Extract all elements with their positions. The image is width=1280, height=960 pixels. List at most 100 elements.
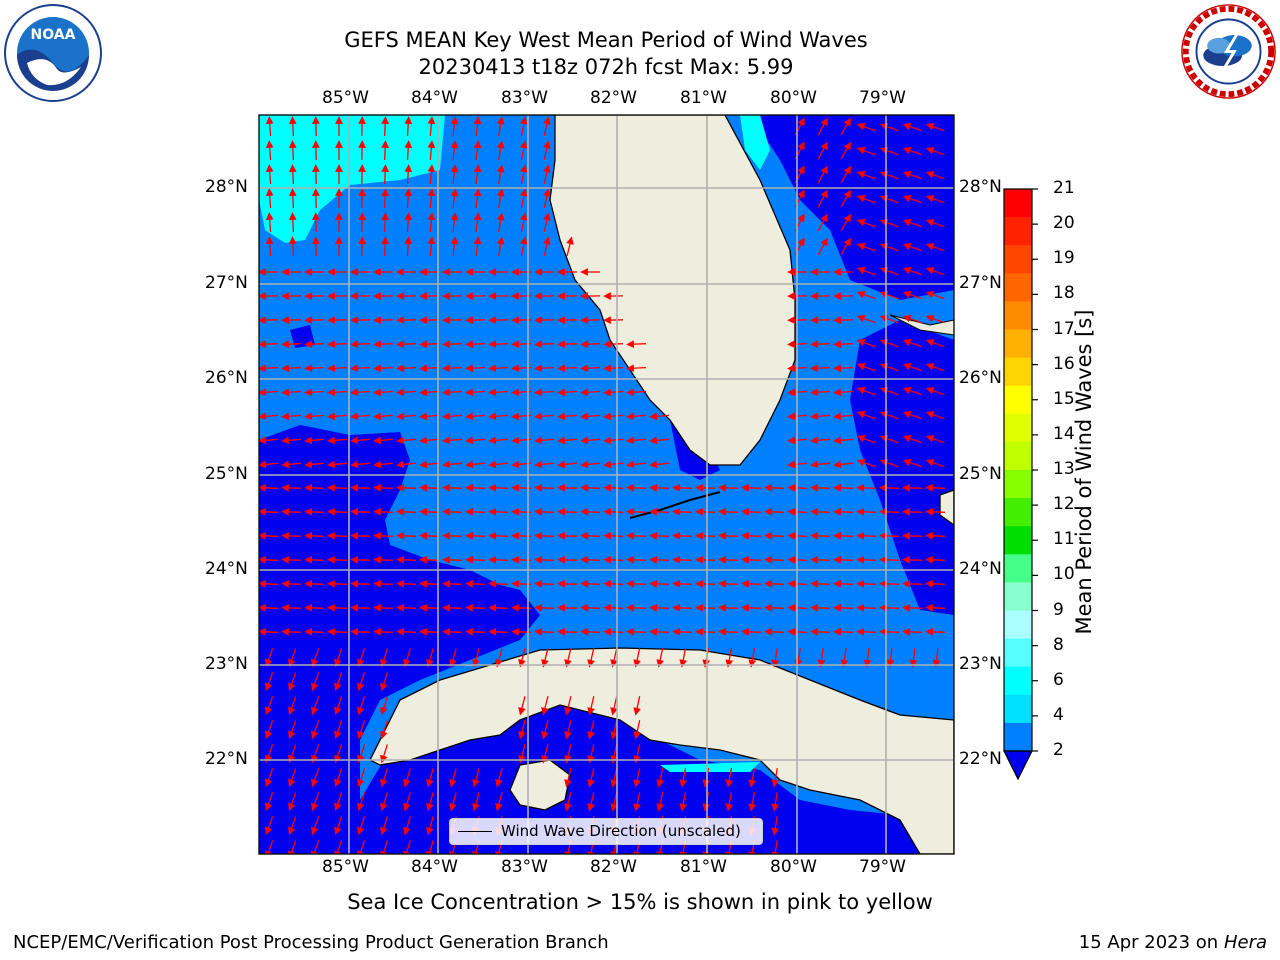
wind-wave-arrow <box>304 603 325 612</box>
colorbar-tick-label: 19 <box>1053 248 1075 269</box>
wind-wave-arrow <box>357 768 366 788</box>
wind-wave-arrow <box>472 768 480 788</box>
lat-label: 23°N <box>959 654 1002 674</box>
wind-wave-arrow <box>856 531 877 540</box>
wind-wave-arrow <box>396 436 417 445</box>
wind-wave-arrow <box>764 507 785 516</box>
wind-wave-arrow <box>334 648 343 668</box>
wind-wave-arrow <box>557 627 578 636</box>
wind-wave-arrow <box>649 436 670 445</box>
wind-wave-arrow <box>403 840 411 854</box>
wind-wave-arrow <box>833 412 854 421</box>
lon-label: 84°W <box>411 88 458 108</box>
lat-label: 25°N <box>205 464 248 484</box>
wind-wave-arrow <box>265 188 274 209</box>
wind-wave-arrow <box>465 603 486 612</box>
wind-wave-arrow <box>465 460 486 469</box>
wind-wave-arrow <box>543 212 551 232</box>
wind-wave-arrow <box>403 648 411 668</box>
colorbar-tick-label: 4 <box>1053 704 1064 725</box>
wind-wave-arrow <box>465 627 486 636</box>
wind-wave-arrow <box>902 290 922 300</box>
wind-wave-arrow <box>557 412 578 421</box>
wind-wave-arrow <box>419 460 440 469</box>
wind-wave-arrow <box>404 212 413 233</box>
wind-wave-arrow <box>519 164 528 185</box>
wind-wave-arrow <box>725 647 734 668</box>
wind-wave-arrow <box>909 648 918 668</box>
wind-wave-arrow <box>450 188 459 208</box>
colorbar-cell <box>1004 722 1032 752</box>
wind-wave-arrow <box>679 768 688 788</box>
wind-wave-arrow <box>856 290 876 300</box>
wind-wave-arrows <box>259 116 946 854</box>
wind-wave-arrow <box>327 388 348 397</box>
colorbar-cell <box>1004 385 1032 415</box>
wind-wave-arrow <box>281 340 302 349</box>
wind-wave-arrow <box>396 340 417 349</box>
colorbar-cell <box>1004 301 1032 330</box>
wind-wave-arrow <box>810 412 831 421</box>
wind-wave-arrow <box>587 696 595 716</box>
wind-wave-arrow <box>787 364 808 373</box>
wind-wave-arrow <box>925 194 945 204</box>
gridlines <box>259 115 954 854</box>
wind-wave-arrow <box>656 768 664 788</box>
wind-wave-arrow <box>580 388 601 397</box>
wind-wave-arrow <box>656 648 664 668</box>
wind-wave-arrow <box>357 744 366 764</box>
wind-wave-arrow <box>259 579 279 588</box>
wind-wave-arrow <box>488 436 509 445</box>
wind-wave-arrow <box>603 364 624 373</box>
wind-wave-arrow <box>932 648 941 668</box>
wind-wave-arrow <box>404 164 413 185</box>
wind-wave-arrow <box>288 164 297 185</box>
wind-wave-arrow <box>902 338 922 348</box>
wind-wave-arrow <box>587 720 595 740</box>
credit-left: NCEP/EMC/Verification Post Processing Pr… <box>13 932 609 953</box>
wind-wave-arrow <box>718 627 739 636</box>
wind-wave-arrow <box>787 460 808 469</box>
wind-wave-arrow <box>902 386 922 396</box>
wind-wave-arrow <box>465 507 486 516</box>
wind-wave-arrow <box>564 696 572 716</box>
wind-wave-arrow <box>534 555 555 564</box>
lon-label: 82°W <box>590 857 637 877</box>
wind-wave-arrow <box>840 648 849 668</box>
wind-wave-arrow <box>833 388 854 397</box>
colorbar-cell <box>1004 413 1032 443</box>
wind-wave-arrow <box>856 579 877 588</box>
wind-wave-arrow <box>304 627 325 636</box>
wind-wave-arrow <box>787 436 808 445</box>
colorbar-cell <box>1004 217 1032 246</box>
wind-wave-arrow <box>419 436 440 445</box>
wind-wave-arrow <box>902 362 922 372</box>
wind-wave-arrow <box>741 555 762 564</box>
wind-wave-arrow <box>856 603 877 612</box>
wind-wave-arrow <box>580 579 601 588</box>
wind-wave-arrow <box>925 146 945 156</box>
wind-wave-arrow <box>350 579 371 588</box>
colorbar-tick-label: 17 <box>1053 318 1075 339</box>
wind-wave-arrow <box>925 362 945 372</box>
wind-wave-arrow <box>603 388 624 397</box>
wind-wave-arrow <box>327 364 348 373</box>
wind-wave-arrow <box>259 627 279 636</box>
wind-wave-arrow <box>543 140 551 160</box>
wind-wave-arrow <box>381 164 390 185</box>
wind-wave-arrow <box>557 603 578 612</box>
wind-wave-arrow <box>787 340 808 349</box>
wind-wave-arrow <box>465 364 486 373</box>
wind-wave-arrow <box>304 388 325 397</box>
wind-wave-arrow <box>534 579 555 588</box>
wind-wave-arrow <box>442 364 463 373</box>
lat-label: 26°N <box>205 368 248 388</box>
wind-wave-arrow <box>350 627 371 636</box>
wind-wave-arrow <box>310 648 320 668</box>
wind-wave-arrow <box>787 531 808 540</box>
wind-wave-arrow <box>496 188 505 209</box>
wind-wave-arrow <box>810 460 831 469</box>
wind-wave-arrow <box>396 388 417 397</box>
wind-wave-arrow <box>626 507 647 516</box>
wind-wave-arrow <box>810 436 831 445</box>
